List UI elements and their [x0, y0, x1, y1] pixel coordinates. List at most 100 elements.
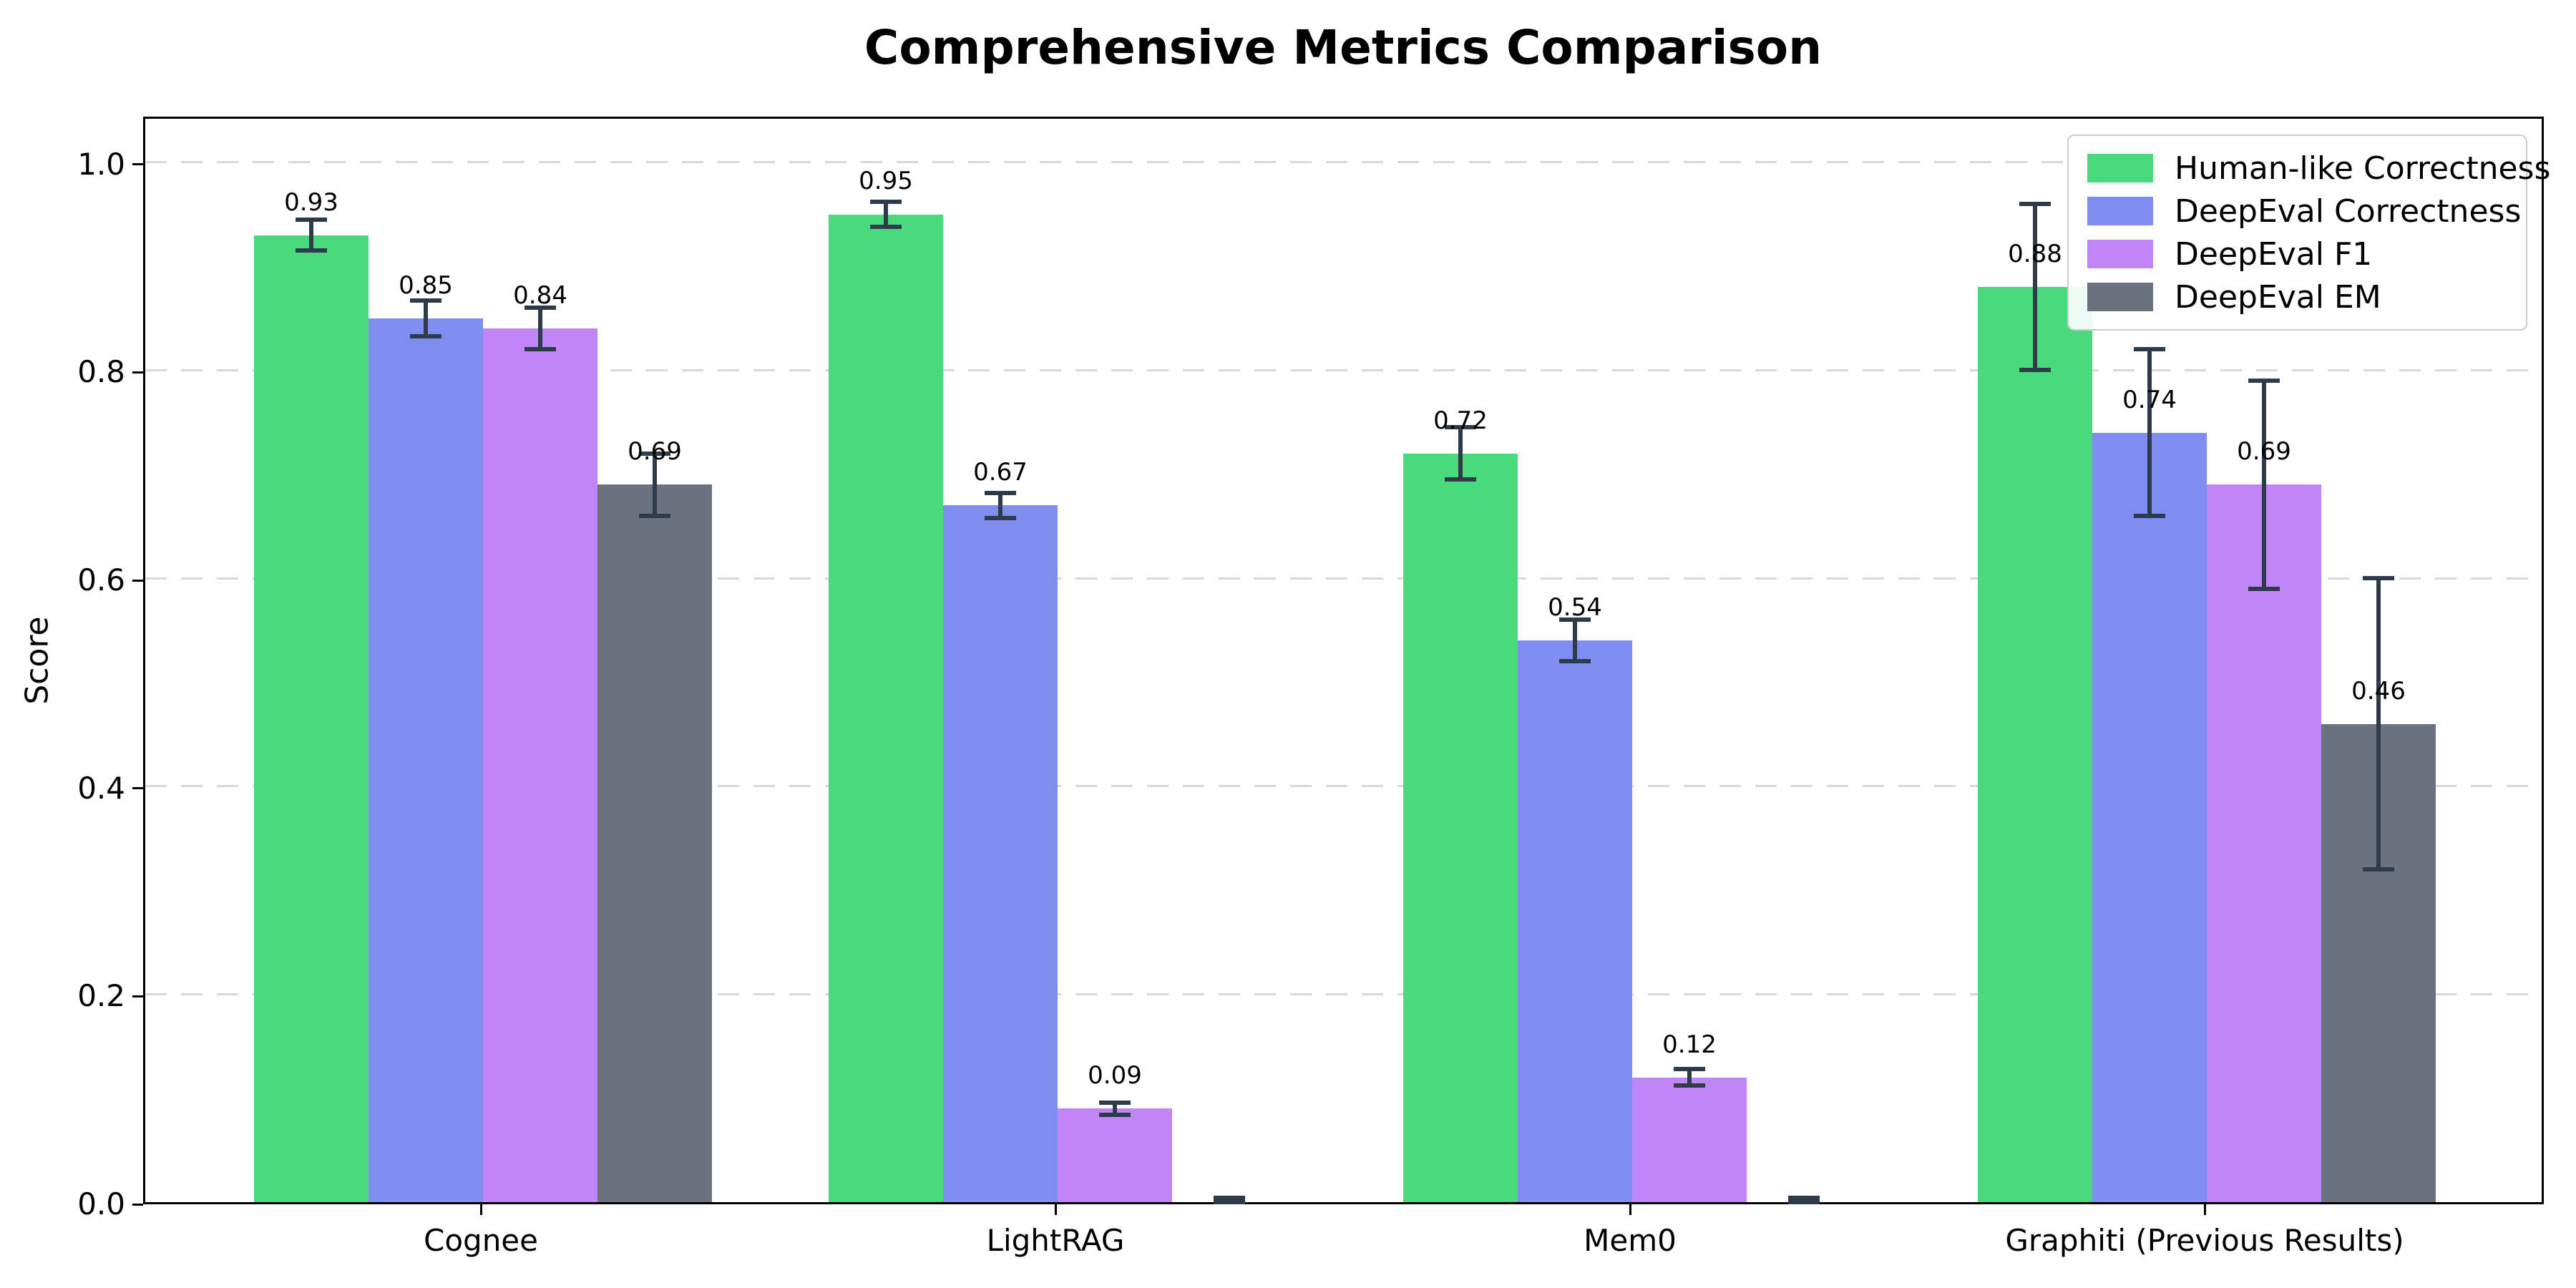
legend-label: DeepEval EM — [2175, 278, 2381, 316]
legend: Human-like Correctness DeepEval Correctne… — [2067, 135, 2550, 331]
error-bar-cap-bottom — [525, 347, 556, 352]
legend-item: Human-like Correctness — [2087, 150, 2550, 187]
legend-item: DeepEval F1 — [2087, 235, 2507, 273]
y-tick-label: 0.2 — [77, 978, 125, 1014]
error-bar — [1113, 1102, 1117, 1115]
error-bar-cap-top — [410, 298, 441, 303]
bar — [2092, 432, 2207, 1202]
error-bar-cap-bottom — [1099, 1112, 1131, 1117]
bar-value-label: 0.84 — [513, 281, 567, 311]
y-tick-label: 0.8 — [77, 354, 125, 390]
y-tick-label: 0.4 — [77, 770, 125, 806]
bar-value-label: 0.95 — [859, 167, 913, 196]
gridline — [145, 369, 2542, 371]
bar — [829, 214, 943, 1202]
error-bar — [1687, 1069, 1692, 1086]
legend-label: Human-like Correctness — [2175, 150, 2551, 187]
error-bar-cap-top — [2134, 347, 2165, 352]
bar-value-label: 0.46 — [2351, 676, 2406, 706]
bar-value-label: 0.67 — [973, 458, 1028, 487]
y-tick-mark — [132, 995, 143, 997]
bar-value-label: 0.93 — [284, 187, 338, 217]
bar — [943, 505, 1058, 1202]
x-tick-mark — [479, 1204, 482, 1215]
error-bar-cap-top — [1214, 1196, 1245, 1201]
y-tick-label: 1.0 — [77, 146, 125, 182]
error-bar — [2147, 349, 2152, 516]
legend-swatch — [2087, 197, 2153, 225]
y-tick-mark — [132, 163, 143, 166]
error-bar-cap-bottom — [639, 513, 670, 518]
error-bar — [309, 219, 313, 251]
x-tick-mark — [2203, 1204, 2206, 1215]
error-bar-cap-bottom — [1674, 1083, 1705, 1088]
error-bar-cap-bottom — [410, 333, 441, 338]
error-bar — [2033, 203, 2037, 371]
error-bar — [424, 301, 428, 336]
error-bar-cap-top — [1099, 1100, 1131, 1105]
y-tick-label: 0.6 — [77, 562, 125, 598]
bar — [1632, 1077, 1747, 1202]
y-tick-mark — [132, 1203, 143, 1206]
legend-swatch — [2087, 240, 2153, 268]
error-bar — [998, 492, 1002, 518]
error-bar-cap-top — [525, 306, 556, 311]
bar-value-label: 0.12 — [1662, 1030, 1717, 1059]
legend-label: DeepEval F1 — [2175, 235, 2373, 273]
error-bar-cap-bottom — [2248, 586, 2280, 591]
y-tick-mark — [132, 371, 143, 374]
bar — [1978, 287, 2092, 1202]
y-tick-label: 0.0 — [77, 1186, 125, 1221]
legend-item: DeepEval EM — [2087, 278, 2507, 316]
gridline — [145, 577, 2542, 580]
x-tick-label: LightRAG — [986, 1223, 1125, 1258]
x-tick-label: Cognee — [424, 1223, 538, 1258]
error-bar-cap-top — [985, 490, 1016, 495]
bar-value-label: 0.69 — [2237, 437, 2291, 467]
error-bar-cap-top — [1788, 1196, 1820, 1201]
x-tick-mark — [1629, 1204, 1631, 1215]
error-bar-cap-top — [2248, 379, 2280, 384]
x-tick-label: Mem0 — [1584, 1223, 1677, 1258]
error-bar-cap-bottom — [1559, 659, 1591, 664]
error-bar-cap-bottom — [2363, 867, 2394, 872]
legend-swatch — [2087, 283, 2153, 311]
bar — [1058, 1108, 1172, 1202]
error-bar-cap-bottom — [870, 224, 902, 229]
error-bar-cap-top — [1559, 618, 1591, 623]
bar — [2207, 484, 2321, 1202]
y-axis-label: Score — [19, 616, 56, 705]
error-bar — [2262, 381, 2266, 589]
error-bar — [538, 308, 542, 350]
bar-value-label: 0.72 — [1433, 406, 1488, 435]
error-bar-cap-bottom — [2019, 368, 2051, 373]
bar-value-label: 0.74 — [2122, 385, 2177, 414]
bar — [369, 318, 483, 1202]
bar — [597, 484, 712, 1202]
error-bar-cap-bottom — [2134, 513, 2165, 518]
bar-value-label: 0.54 — [1548, 593, 1602, 623]
error-bar — [884, 202, 888, 227]
legend-item: DeepEval Correctness — [2087, 193, 2521, 230]
y-tick-mark — [132, 787, 143, 790]
error-bar — [1573, 620, 1577, 662]
error-bar-cap-bottom — [1788, 1200, 1820, 1204]
bar — [483, 328, 597, 1202]
bar-value-label: 0.85 — [399, 270, 453, 300]
chart-title: Comprehensive Metrics Comparison — [864, 20, 1823, 75]
error-bar-cap-top — [1674, 1067, 1705, 1071]
x-tick-label: Graphiti (Previous Results) — [2005, 1223, 2404, 1258]
error-bar-cap-bottom — [1214, 1200, 1245, 1204]
legend-label: DeepEval Correctness — [2175, 192, 2522, 230]
gridline — [145, 785, 2542, 788]
bar-value-label: 0.69 — [628, 437, 682, 467]
bar — [1518, 640, 1632, 1202]
legend-swatch — [2087, 154, 2153, 182]
error-bar-cap-bottom — [985, 515, 1016, 520]
error-bar-cap-top — [870, 200, 902, 205]
error-bar-cap-top — [2363, 576, 2394, 581]
bar — [254, 235, 369, 1202]
bar — [1403, 453, 1518, 1202]
x-tick-mark — [1054, 1204, 1057, 1215]
